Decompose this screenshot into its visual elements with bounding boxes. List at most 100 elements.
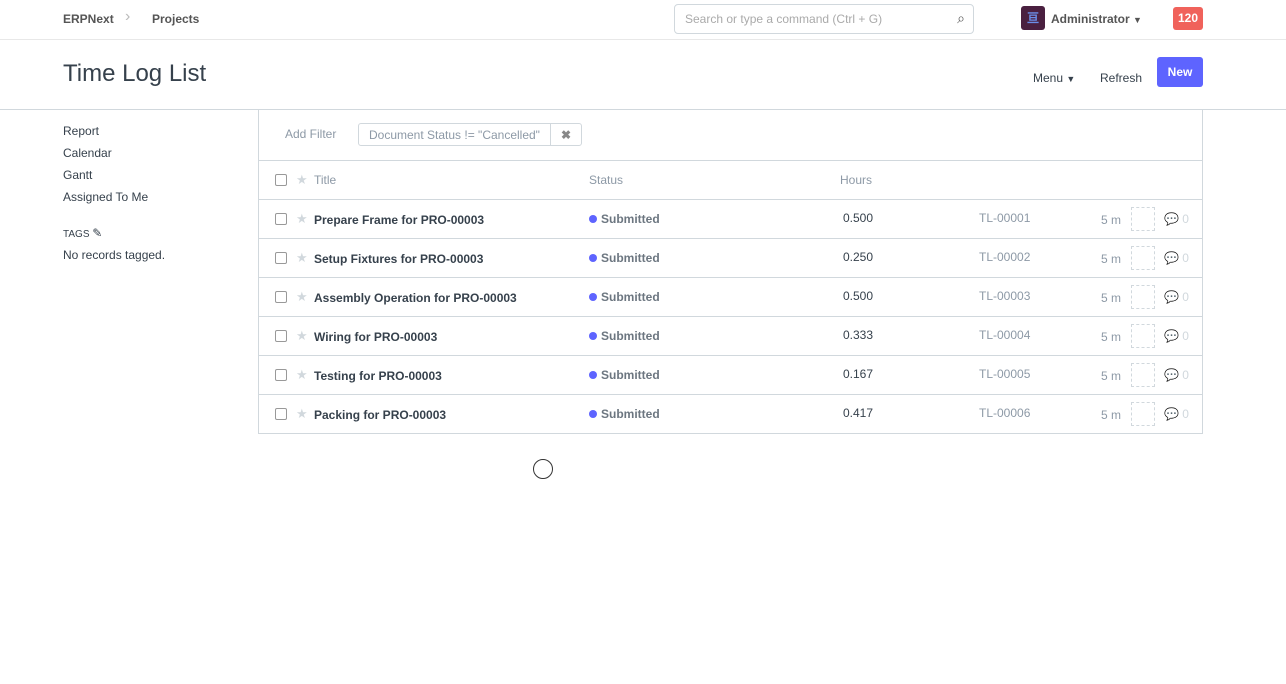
comment-icon: 💬	[1164, 368, 1179, 382]
row-modified: 5 m	[1101, 369, 1122, 383]
comment-icon: 💬	[1164, 329, 1179, 343]
row-name: TL-00001	[979, 211, 1031, 225]
status-badge: Submitted	[589, 290, 660, 304]
sidebar-item-report[interactable]: Report	[63, 124, 100, 138]
comment-icon: 💬	[1164, 290, 1179, 304]
row-hours: 0.250	[843, 250, 874, 264]
avatar[interactable]: 亘	[1021, 6, 1045, 30]
row-title[interactable]: Prepare Frame for PRO-00003	[314, 213, 485, 227]
filter-text: Document Status != "Cancelled"	[369, 128, 540, 142]
navbar: ERPNext › Projects Search or type a comm…	[0, 0, 1286, 40]
table-row[interactable]: ★ Prepare Frame for PRO-00003 Submitted …	[259, 200, 1202, 239]
table-row[interactable]: ★ Assembly Operation for PRO-00003 Submi…	[259, 278, 1202, 317]
filter-bar: Add Filter Document Status != "Cancelled…	[259, 110, 1202, 161]
menu-button[interactable]: Menu ▼	[1033, 71, 1075, 85]
status-dot-icon	[589, 254, 597, 262]
assign-placeholder[interactable]	[1131, 363, 1155, 387]
star-icon[interactable]: ★	[296, 328, 308, 343]
status-text: Submitted	[601, 251, 660, 265]
row-title[interactable]: Packing for PRO-00003	[314, 408, 447, 422]
comment-number: 0	[1182, 212, 1189, 226]
comment-number: 0	[1182, 407, 1189, 421]
sidebar: Report Calendar Gantt Assigned To Me TAG…	[63, 124, 165, 270]
comment-icon: 💬	[1164, 407, 1179, 421]
row-name: TL-00006	[979, 406, 1031, 420]
row-title[interactable]: Testing for PRO-00003	[314, 369, 442, 383]
column-status: Status	[589, 173, 624, 187]
row-checkbox[interactable]	[275, 408, 287, 420]
assign-placeholder[interactable]	[1131, 285, 1155, 309]
row-checkbox[interactable]	[275, 291, 287, 303]
breadcrumb-projects[interactable]: Projects	[152, 12, 200, 26]
star-icon[interactable]: ★	[296, 289, 308, 304]
sidebar-item-gantt[interactable]: Gantt	[63, 168, 93, 182]
add-filter-button[interactable]: Add Filter	[285, 127, 337, 141]
row-modified: 5 m	[1101, 252, 1122, 266]
status-text: Submitted	[601, 407, 660, 421]
row-hours: 0.500	[843, 211, 874, 225]
assign-placeholder[interactable]	[1131, 402, 1155, 426]
status-badge: Submitted	[589, 251, 660, 265]
row-checkbox[interactable]	[275, 330, 287, 342]
comment-count: 💬 0	[1164, 407, 1189, 421]
star-icon[interactable]: ★	[296, 406, 308, 421]
comment-number: 0	[1182, 329, 1189, 343]
row-title[interactable]: Setup Fixtures for PRO-00003	[314, 252, 484, 266]
row-hours: 0.333	[843, 328, 874, 342]
status-badge: Submitted	[589, 212, 660, 226]
status-dot-icon	[589, 371, 597, 379]
comment-count: 💬 0	[1164, 329, 1189, 343]
caret-down-icon: ▼	[1133, 15, 1142, 25]
assign-placeholder[interactable]	[1131, 246, 1155, 270]
row-title[interactable]: Assembly Operation for PRO-00003	[314, 291, 517, 305]
pencil-icon[interactable]: ✎	[92, 226, 103, 240]
row-name: TL-00004	[979, 328, 1031, 342]
table-row[interactable]: ★ Setup Fixtures for PRO-00003 Submitted…	[259, 239, 1202, 278]
column-hours: Hours	[840, 173, 873, 187]
new-button[interactable]: New	[1157, 57, 1203, 87]
star-icon[interactable]: ★	[296, 211, 308, 226]
sidebar-item-assigned-to-me[interactable]: Assigned To Me	[63, 190, 149, 204]
row-modified: 5 m	[1101, 291, 1122, 305]
row-checkbox[interactable]	[275, 213, 287, 225]
row-checkbox[interactable]	[275, 369, 287, 381]
user-menu[interactable]: Administrator ▼	[1051, 12, 1142, 26]
page-header: Time Log List Menu ▼ Refresh New	[0, 40, 1286, 110]
filter-pill[interactable]: Document Status != "Cancelled" ✖	[358, 123, 583, 146]
row-checkbox[interactable]	[275, 252, 287, 264]
notifications-badge[interactable]: 120	[1173, 7, 1203, 30]
status-dot-icon	[589, 215, 597, 223]
comment-number: 0	[1182, 368, 1189, 382]
comment-count: 💬 0	[1164, 368, 1189, 382]
select-all-checkbox[interactable]	[275, 174, 287, 186]
refresh-button[interactable]: Refresh	[1100, 71, 1143, 85]
row-name: TL-00005	[979, 367, 1031, 381]
search-icon: ⌕	[957, 10, 965, 26]
star-icon[interactable]: ★	[296, 250, 308, 265]
page-title: Time Log List	[63, 60, 207, 87]
assign-placeholder[interactable]	[1131, 207, 1155, 231]
comment-number: 0	[1182, 251, 1189, 265]
star-icon[interactable]: ★	[296, 367, 308, 382]
table-row[interactable]: ★ Packing for PRO-00003 Submitted 0.417 …	[259, 395, 1202, 434]
row-title[interactable]: Wiring for PRO-00003	[314, 330, 438, 344]
list-header: ★ Title Status Hours	[259, 161, 1202, 200]
brand-link[interactable]: ERPNext	[63, 12, 114, 26]
mouse-cursor	[533, 459, 553, 479]
status-badge: Submitted	[589, 329, 660, 343]
comment-icon: 💬	[1164, 212, 1179, 226]
assign-placeholder[interactable]	[1131, 324, 1155, 348]
search-input[interactable]: Search or type a command (Ctrl + G) ⌕	[674, 4, 974, 34]
remove-filter-icon[interactable]: ✖	[549, 124, 581, 145]
caret-down-icon: ▼	[1066, 74, 1076, 84]
row-modified: 5 m	[1101, 330, 1122, 344]
table-row[interactable]: ★ Wiring for PRO-00003 Submitted 0.333 T…	[259, 317, 1202, 356]
row-name: TL-00003	[979, 289, 1031, 303]
table-row[interactable]: ★ Testing for PRO-00003 Submitted 0.167 …	[259, 356, 1202, 395]
comment-number: 0	[1182, 290, 1189, 304]
row-modified: 5 m	[1101, 408, 1122, 422]
no-tags-text: No records tagged.	[63, 248, 166, 262]
status-text: Submitted	[601, 212, 660, 226]
sidebar-item-calendar[interactable]: Calendar	[63, 146, 112, 160]
chevron-right-icon: ›	[125, 8, 131, 25]
